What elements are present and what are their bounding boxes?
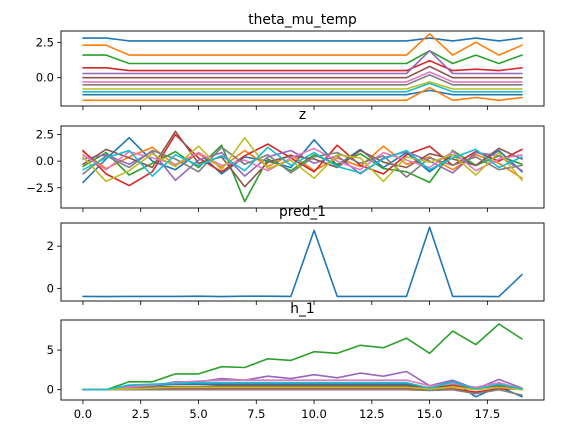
series-line-6 [82, 65, 523, 79]
x-tick-label: 12.5 [359, 407, 385, 421]
series-line-7 [82, 147, 523, 172]
subplot-title: z [299, 107, 306, 123]
series-line-4 [82, 388, 523, 393]
y-tick-label: 2.5 [36, 35, 54, 49]
series-line-11 [82, 89, 523, 96]
series-line-8 [82, 146, 523, 178]
subplot-title: pred_1 [279, 204, 326, 220]
y-tick-label: 5 [47, 343, 54, 357]
series-line-9 [82, 81, 523, 90]
series-line-3 [82, 323, 523, 391]
x-tick-label: 5.0 [189, 407, 207, 421]
x-tick-label: 2.5 [132, 407, 150, 421]
x-tick-label: 0.0 [74, 407, 92, 421]
y-tick-label: −2.5 [26, 181, 54, 195]
subplot-3: 0 2 pred_1 [47, 204, 545, 305]
series-line-2 [82, 32, 523, 56]
axes-frame [60, 30, 545, 107]
series-line-3 [82, 49, 523, 65]
series-line-6 [82, 130, 523, 188]
series-line-5 [82, 49, 523, 75]
series-line-8 [82, 74, 523, 86]
series-line-10 [82, 146, 523, 177]
x-tick-label: 15.0 [417, 407, 443, 421]
subplot-2: −2.5 0.0 2.5 z [26, 107, 545, 212]
subplot-1: 0.0 2.5 theta_mu_temp [36, 12, 545, 110]
y-tick-label: 0.0 [36, 71, 54, 85]
series-line-8 [82, 388, 523, 397]
series-line-1 [82, 226, 523, 298]
axes-frame [60, 319, 545, 401]
series-line-12 [82, 86, 523, 102]
series-line-7 [82, 71, 523, 83]
y-tick-label: 2 [47, 239, 54, 253]
series-line-1 [82, 37, 523, 42]
y-tick-label: 2.5 [36, 128, 54, 142]
subplot-4: 0 5 0.0 2.5 5.0 7.5 10.0 12.5 15.0 17.5 h_1 [47, 301, 545, 421]
x-tick-label: 17.5 [475, 407, 501, 421]
y-tick-label: 0 [47, 281, 54, 295]
x-tick-label: 10.0 [301, 407, 327, 421]
x-tick-label: 7.5 [247, 407, 265, 421]
series-line-9 [82, 386, 523, 391]
series-line-10 [82, 82, 523, 93]
subplot-title: theta_mu_temp [248, 12, 357, 28]
y-tick-label: 0.0 [36, 154, 54, 168]
axes-frame [60, 222, 545, 302]
subplot-title: h_1 [290, 301, 314, 317]
series-line-9 [82, 136, 523, 183]
y-tick-label: 0 [47, 383, 54, 397]
series-line-10 [82, 380, 523, 391]
axes-frame [60, 125, 545, 209]
